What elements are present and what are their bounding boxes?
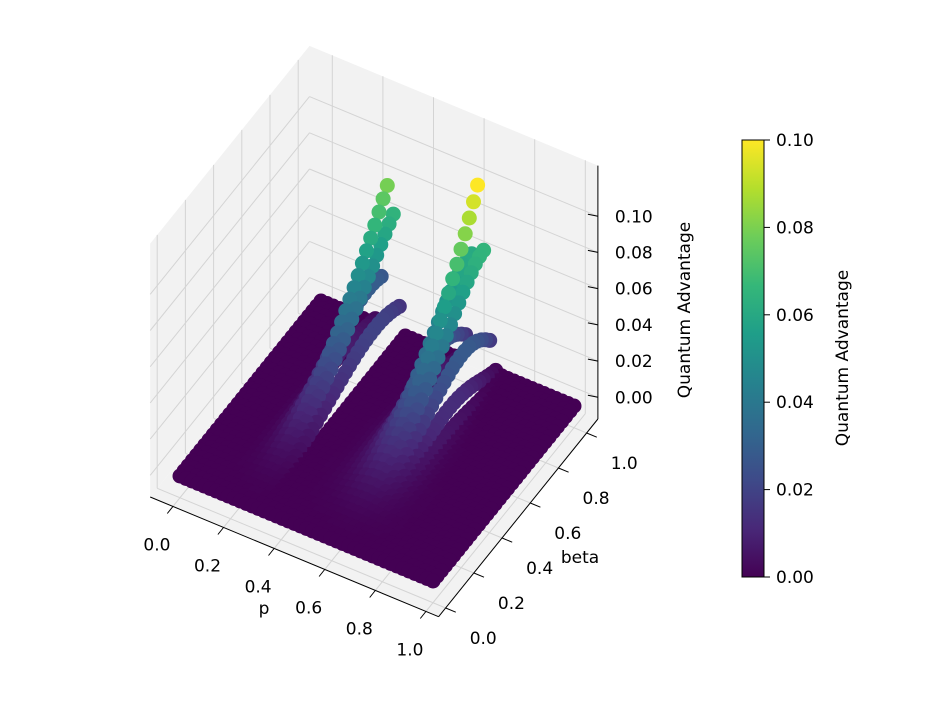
y-tick [558,467,569,473]
grid-line [149,132,310,331]
z-tick-label: 0.04 [615,316,653,336]
y-tick-label: 0.4 [526,559,553,579]
y-tick [473,572,485,578]
data-point [354,255,370,271]
grid-line [149,96,310,295]
y-tick-label: 0.0 [470,629,497,649]
grid-line [309,168,599,290]
colorbar-tick-label: 0.10 [776,131,814,151]
x-tick-label: 0.6 [295,599,322,619]
y-tick [586,432,597,438]
z-tick-label: 0.02 [615,352,653,372]
z-tick [587,286,598,290]
colorbar-label: Quantum Advantage [833,270,853,446]
colorbar-tick-label: 0.06 [776,306,814,326]
z-tick-label: 0.06 [615,280,653,300]
x-tick-label: 0.0 [143,536,170,556]
x-tick [419,611,427,619]
z-tick [587,213,598,217]
z-tick [587,358,598,362]
data-point [457,226,473,242]
x-axis-label: p [259,599,270,619]
z-tick [587,322,598,326]
x-tick [369,590,376,598]
colorbar-tick-label: 0.08 [776,218,814,238]
data-point [453,241,469,257]
y-tick [501,537,513,543]
data-point [470,177,486,193]
data-point [371,204,387,220]
z-tick [587,249,598,253]
x-tick-label: 0.4 [245,578,272,598]
z-axis-label: Quantum Advantage [675,222,695,398]
grid-line [157,487,446,609]
z-tick-label: 0.08 [615,243,653,263]
grid-line [149,277,310,476]
data-point [359,243,374,259]
data-point [461,210,477,226]
grid-line [149,204,310,404]
z-tick-label: 0.10 [615,207,653,227]
grid-line [149,168,310,368]
x-tick [217,527,224,535]
data-point [441,285,457,301]
data-point [436,299,452,315]
data-point [367,217,383,233]
y-tick-label: 1.0 [611,454,638,474]
data-point [449,256,465,272]
colorbar-tick-label: 0.04 [776,393,814,413]
x-axis-line [150,496,439,618]
data-point [425,573,441,589]
y-tick-label: 0.6 [554,524,581,544]
data-point [466,194,481,210]
x-tick-label: 1.0 [396,641,423,661]
data-point [363,230,379,246]
data-point [428,325,444,341]
x-tick-label: 0.8 [346,620,373,640]
data-point [445,271,461,287]
y-tick-label: 0.8 [583,489,610,509]
z-tick [587,394,598,398]
x-tick [318,569,326,577]
grid-line [425,413,586,612]
colorbar [741,139,765,578]
z-tick-label: 0.00 [615,388,653,408]
grid-line [309,132,599,253]
data-point [350,268,366,283]
data-point [424,338,440,354]
data-point [379,178,395,193]
x-tick [268,548,275,556]
x-tick-label: 0.2 [194,557,221,577]
colorbar-tick-label: 0.02 [776,481,814,501]
y-axis-line [438,418,599,618]
data-point [432,312,448,328]
y-tick-label: 0.2 [498,594,525,614]
y-tick [530,502,541,508]
y-tick [445,607,456,613]
x-tick [166,506,174,514]
colorbar-tick-label: 0.00 [776,568,814,588]
data-point [375,191,391,207]
y-axis-label: beta [561,548,599,568]
grid-line [149,241,310,440]
grid-line [309,96,599,217]
